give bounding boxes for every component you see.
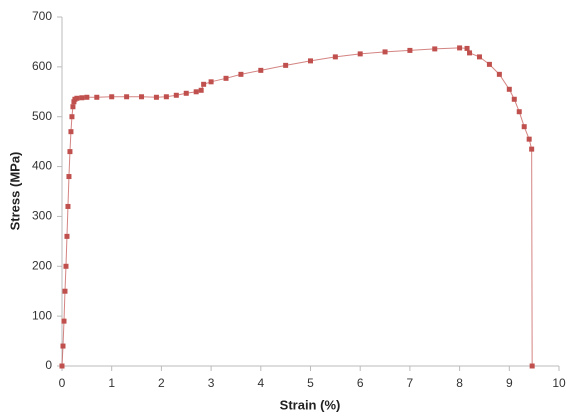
x-axis-title: Strain (%) <box>280 397 341 412</box>
point <box>464 45 470 51</box>
point <box>139 94 145 100</box>
point <box>63 263 69 269</box>
point <box>457 45 463 51</box>
point <box>382 49 388 55</box>
y-tick-label: 700 <box>32 9 52 23</box>
x-tick-label: 5 <box>307 376 314 390</box>
x-tick-label: 3 <box>208 376 215 390</box>
point <box>258 67 264 73</box>
x-tick-label: 1 <box>108 376 115 390</box>
x-tick-label: 8 <box>456 376 463 390</box>
point <box>124 94 130 100</box>
point <box>183 90 189 96</box>
point <box>223 75 229 81</box>
y-axis-title: Stress (MPa) <box>7 152 22 231</box>
x-tick-label: 2 <box>158 376 165 390</box>
point <box>357 51 363 57</box>
point <box>198 87 204 93</box>
point <box>163 94 169 100</box>
point <box>332 54 338 60</box>
point <box>283 62 289 68</box>
point <box>308 58 313 64</box>
y-tick-label: 500 <box>32 109 52 123</box>
y-tick-label: 300 <box>32 209 52 223</box>
point <box>59 363 65 369</box>
point <box>62 288 68 294</box>
x-tick-label: 0 <box>59 376 66 390</box>
point <box>529 146 535 152</box>
point <box>84 94 90 100</box>
x-tick-label: 9 <box>506 376 513 390</box>
point <box>521 124 527 130</box>
point <box>496 71 502 77</box>
x-tick-label: 7 <box>407 376 414 390</box>
point <box>506 86 512 92</box>
point <box>486 61 492 67</box>
point <box>516 109 522 115</box>
point <box>67 149 73 155</box>
x-tick-label: 10 <box>552 376 566 390</box>
x-tick-label: 6 <box>357 376 364 390</box>
point <box>238 71 244 77</box>
y-tick-label: 200 <box>32 258 52 272</box>
y-tick-label: 400 <box>32 159 52 173</box>
point <box>201 81 207 87</box>
point <box>407 47 413 53</box>
y-tick-label: 600 <box>32 59 52 73</box>
point <box>511 96 517 102</box>
point <box>526 136 532 142</box>
point <box>66 174 72 180</box>
point <box>208 79 214 85</box>
point <box>529 363 535 369</box>
point <box>153 94 159 100</box>
y-tick-label: 100 <box>32 308 52 322</box>
point <box>467 50 473 56</box>
y-tick-label: 0 <box>45 358 52 372</box>
point <box>109 94 115 100</box>
point <box>432 46 438 52</box>
point <box>64 233 70 239</box>
point <box>60 343 66 349</box>
point <box>68 129 74 135</box>
point <box>65 203 71 209</box>
point <box>94 94 100 100</box>
point <box>476 54 482 60</box>
point <box>173 92 179 98</box>
series-line <box>61 47 533 367</box>
point <box>61 318 67 324</box>
point <box>79 95 85 101</box>
point <box>193 89 199 95</box>
point <box>74 95 80 101</box>
point <box>70 104 76 110</box>
point <box>69 114 75 120</box>
x-tick-label: 4 <box>257 376 264 390</box>
